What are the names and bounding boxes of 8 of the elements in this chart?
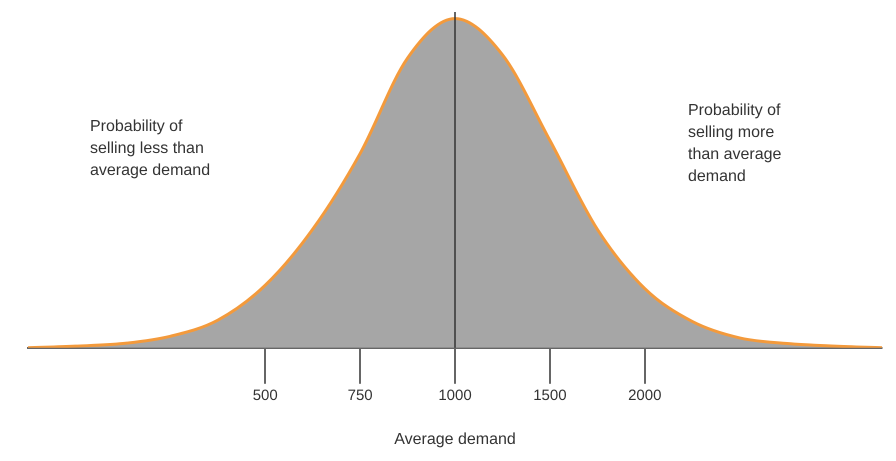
x-tick-label: 1500 bbox=[533, 386, 567, 404]
x-tick-label: 500 bbox=[252, 386, 278, 404]
annotation: Probability of selling more than average demand bbox=[688, 101, 782, 187]
annotation: Probability of selling less than average demand bbox=[90, 117, 210, 181]
x-axis-title: Average demand bbox=[394, 430, 516, 448]
x-tick-label: 1000 bbox=[438, 386, 472, 404]
x-tick-label: 750 bbox=[348, 386, 373, 404]
x-tick-label: 2000 bbox=[628, 386, 662, 404]
